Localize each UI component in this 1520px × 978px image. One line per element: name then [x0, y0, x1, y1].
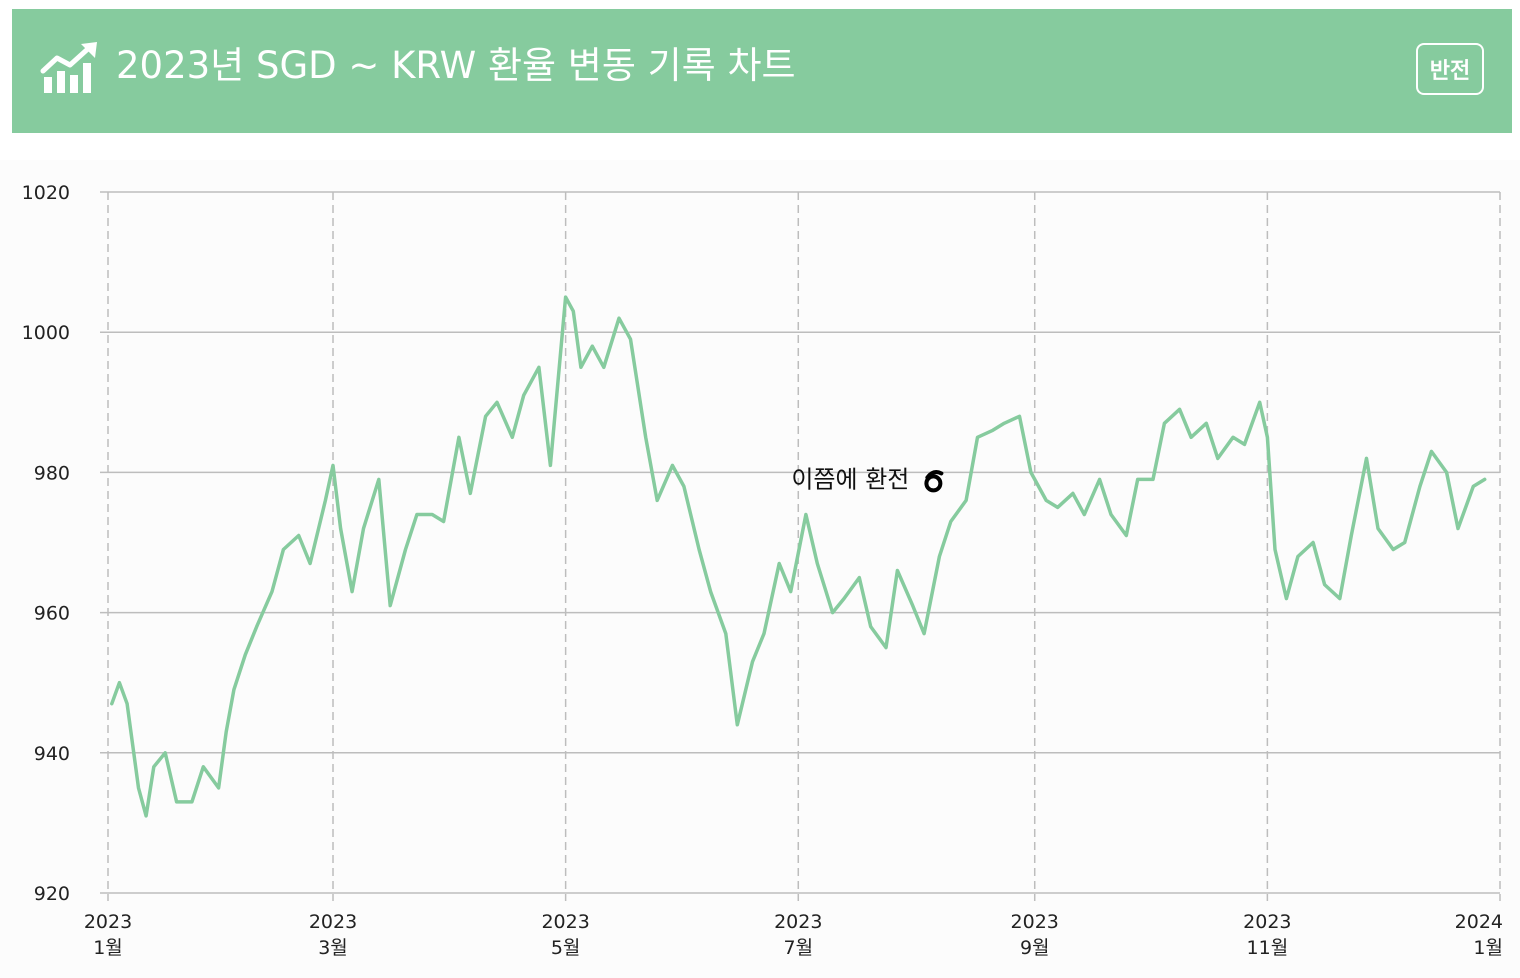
line-chart: 920 940 960 980 1000 1020 2023 1월 2023 3월 2023 5월 2…	[22, 182, 1503, 959]
y-tick-label: 980	[34, 462, 70, 484]
x-tick-year: 2024	[1455, 911, 1503, 933]
x-tick-month: 7월	[783, 937, 813, 959]
y-tick-label: 1000	[22, 322, 70, 344]
x-tick-year: 2023	[1011, 911, 1059, 933]
y-tick-label: 920	[34, 883, 70, 905]
x-tick-year: 2023	[774, 911, 822, 933]
annotation-label: 이쯤에 환전	[791, 465, 909, 493]
y-tick-label: 940	[34, 743, 70, 765]
x-tick-year: 2023	[84, 911, 132, 933]
x-tick-month: 11월	[1247, 937, 1289, 959]
chart-growth-icon	[40, 42, 97, 93]
x-tick-month: 3월	[318, 937, 348, 959]
x-tick-year: 2023	[1243, 911, 1291, 933]
x-tick-month: 9월	[1020, 937, 1050, 959]
x-tick-month: 5월	[551, 937, 581, 959]
page-title: 2023년 SGD ~ KRW 환율 변동 기록 차트	[116, 44, 796, 87]
chart-container: 920 940 960 980 1000 1020 2023 1월 2023 3월 2023 5월 2…	[0, 160, 1520, 978]
flip-button[interactable]: 반전	[1416, 43, 1484, 95]
header-bar: 2023년 SGD ~ KRW 환율 변동 기록 차트 반전	[12, 9, 1512, 133]
annotation-marker	[924, 470, 944, 493]
x-tick-month: 1월	[93, 937, 123, 959]
x-tick-month: 1월	[1473, 937, 1503, 959]
y-tick-label: 1020	[22, 182, 70, 204]
x-tick-year: 2023	[541, 911, 589, 933]
series-line	[110, 295, 1487, 818]
x-tick-year: 2023	[309, 911, 357, 933]
y-tick-label: 960	[34, 603, 70, 625]
